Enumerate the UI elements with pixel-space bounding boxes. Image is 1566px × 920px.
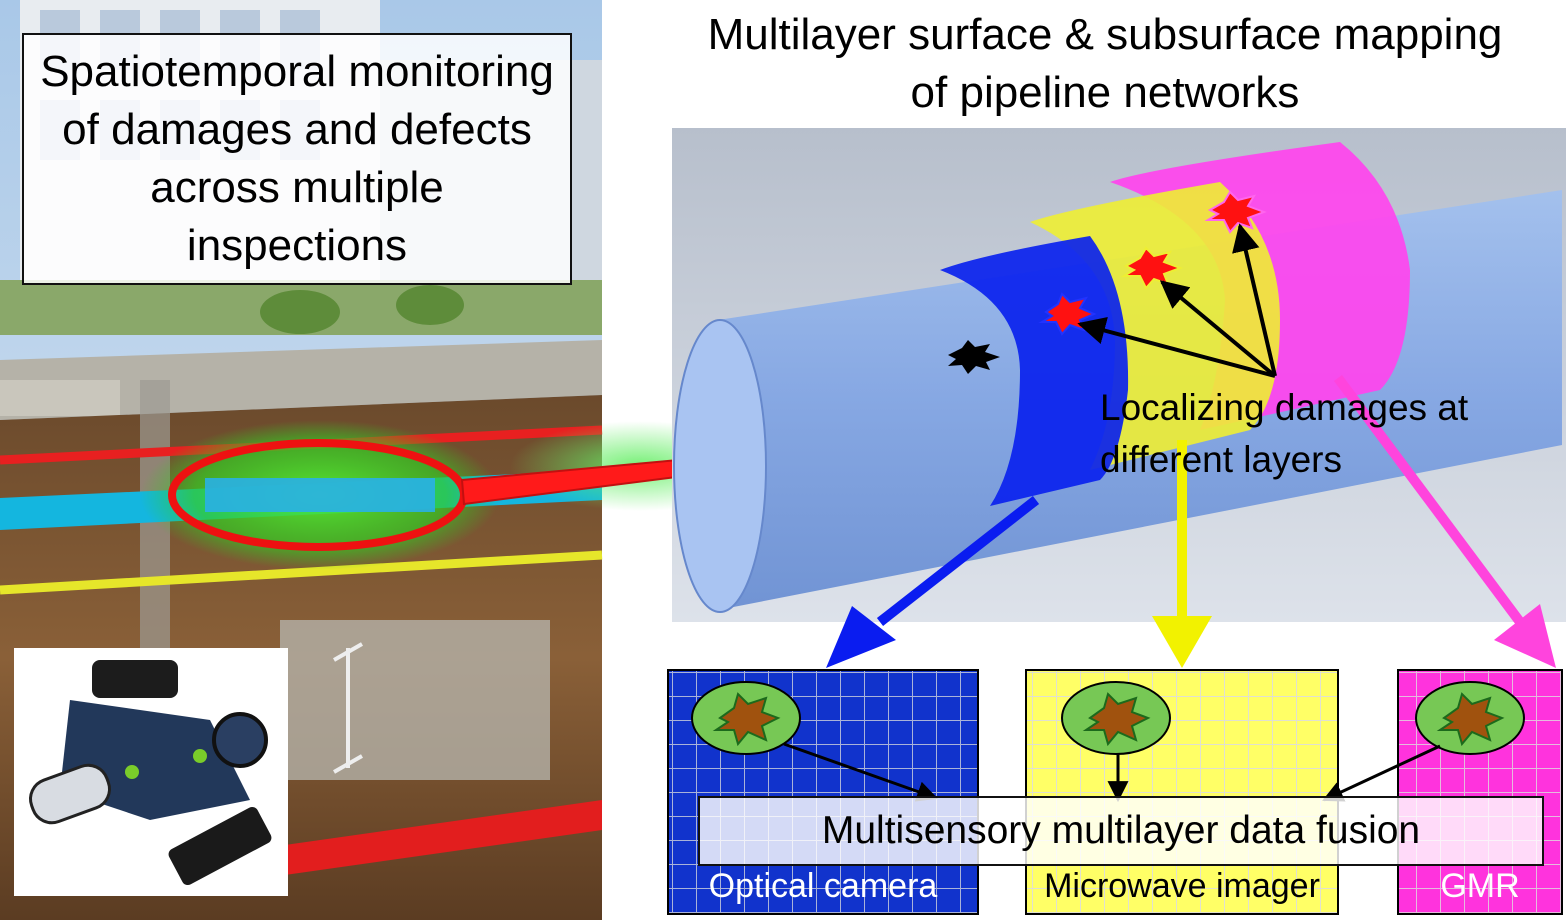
fusion-arrow-optical [783, 742, 938, 802]
pointer-arrow-blue-layer [1077, 316, 1276, 378]
detected-damage [1436, 692, 1505, 747]
dimension-tag [0, 380, 120, 416]
fusion-arrows [783, 742, 1441, 803]
pointer-arrow-magenta-layer [1232, 223, 1277, 377]
arrow-to-optical [876, 496, 1040, 626]
bush [396, 285, 464, 325]
arrowhead-microwave [1152, 616, 1212, 668]
detected-damage [712, 692, 781, 747]
robot-track-top [92, 660, 178, 698]
detected-damage [1082, 692, 1151, 747]
sensor-panel-gmr [1397, 669, 1563, 915]
robot-wheel [212, 712, 268, 768]
pipe-visualization [672, 128, 1566, 622]
robot-light [193, 749, 207, 763]
sensor-label-optical: Optical camera [708, 867, 938, 905]
damage-marker-pipe [948, 340, 1000, 374]
damage-marker-magenta [1204, 190, 1267, 234]
sensor-label-gmr: GMR [1440, 867, 1520, 905]
fusion-label: Multisensory multilayer data fusion [698, 796, 1544, 866]
left-panel-title: Spatiotemporal monitoring of damages and… [22, 33, 572, 285]
arrowhead-gmr [1494, 604, 1556, 668]
pipe-opening [673, 319, 767, 613]
layer-annotation: Localizing damages at different layers [1100, 387, 1469, 480]
arrowhead-optical [826, 606, 896, 668]
damage-marker-yellow [1120, 246, 1183, 290]
sensor-arrows [826, 375, 1556, 668]
utility-line-red-lower [250, 800, 602, 880]
sensor-panel-microwave [1025, 669, 1339, 915]
highlighted-pipe-segment [205, 478, 435, 512]
arrow-to-gmr [1333, 375, 1525, 625]
utility-line-yellow [0, 550, 603, 595]
robot-camera-head [29, 763, 111, 825]
inspection-robot-inset [14, 648, 288, 896]
robot-light [125, 765, 139, 779]
fusion-arrow-gmr [1322, 744, 1441, 802]
bush [260, 290, 340, 334]
robot-track-bottom [168, 806, 272, 886]
right-panel-title: Multilayer surface & subsurface mapping … [707, 10, 1503, 117]
trench-floor [280, 620, 550, 780]
pointer-arrow-yellow-layer [1159, 280, 1277, 378]
sensor-label-microwave: Microwave imager [1044, 867, 1320, 905]
